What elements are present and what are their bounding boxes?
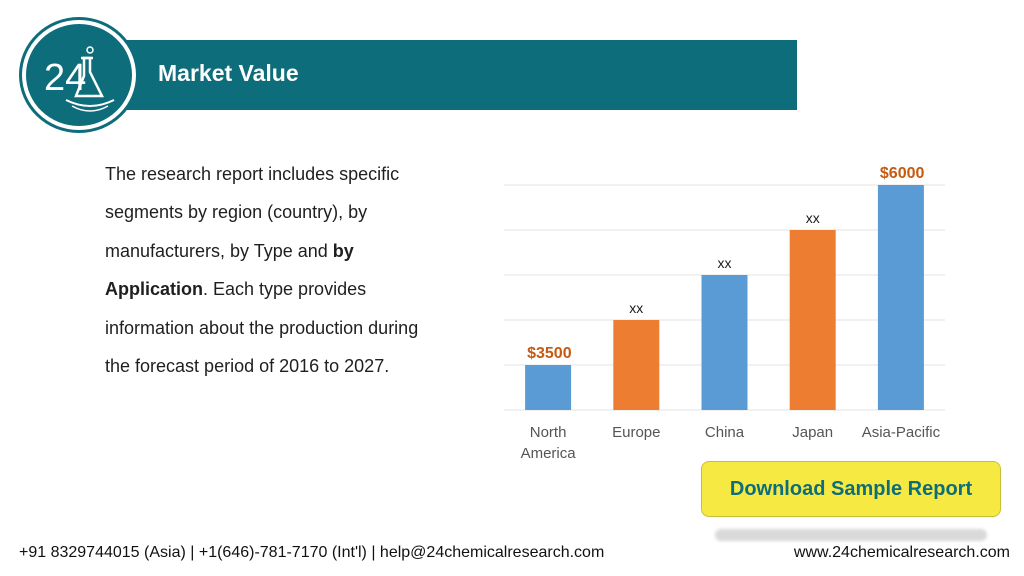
description-part-2: . Each type provides information about t… — [105, 279, 419, 377]
bar — [789, 230, 836, 410]
category-label: Asia-Pacific — [862, 424, 941, 441]
page-title: Market Value — [158, 60, 299, 86]
bar — [525, 365, 572, 410]
category-label: North — [530, 424, 567, 441]
footer-website[interactable]: www.24chemicalresearch.com — [793, 544, 1010, 561]
category-label: China — [705, 424, 745, 441]
bar — [877, 185, 924, 410]
category-label: America — [521, 445, 577, 462]
description-text: The research report includes specific se… — [105, 155, 435, 385]
data-label: xx — [718, 255, 732, 271]
data-label: $6000 — [880, 165, 925, 182]
footer-contact: +91 8329744015 (Asia) | +1(646)-781-7170… — [19, 544, 605, 561]
data-label: xx — [806, 210, 820, 226]
flask-icon: 24 — [44, 46, 115, 112]
logo-text: 24 — [44, 57, 86, 99]
category-label: Japan — [792, 424, 833, 441]
button-shadow — [715, 529, 987, 541]
description-bold: by Application — [105, 240, 354, 300]
market-value-chart: $3500 North America xx Europe xx China xx Japan $… — [504, 165, 945, 462]
data-label: $3500 — [527, 345, 572, 362]
logo — [22, 20, 136, 130]
category-label: Europe — [612, 424, 660, 441]
header-bar — [95, 40, 797, 110]
data-label: xx — [629, 300, 643, 316]
description-part-1: The research report includes specific se… — [105, 164, 400, 261]
bar — [613, 320, 660, 410]
bar — [701, 275, 748, 410]
download-sample-report-button[interactable]: Download Sample Report — [701, 461, 1001, 517]
